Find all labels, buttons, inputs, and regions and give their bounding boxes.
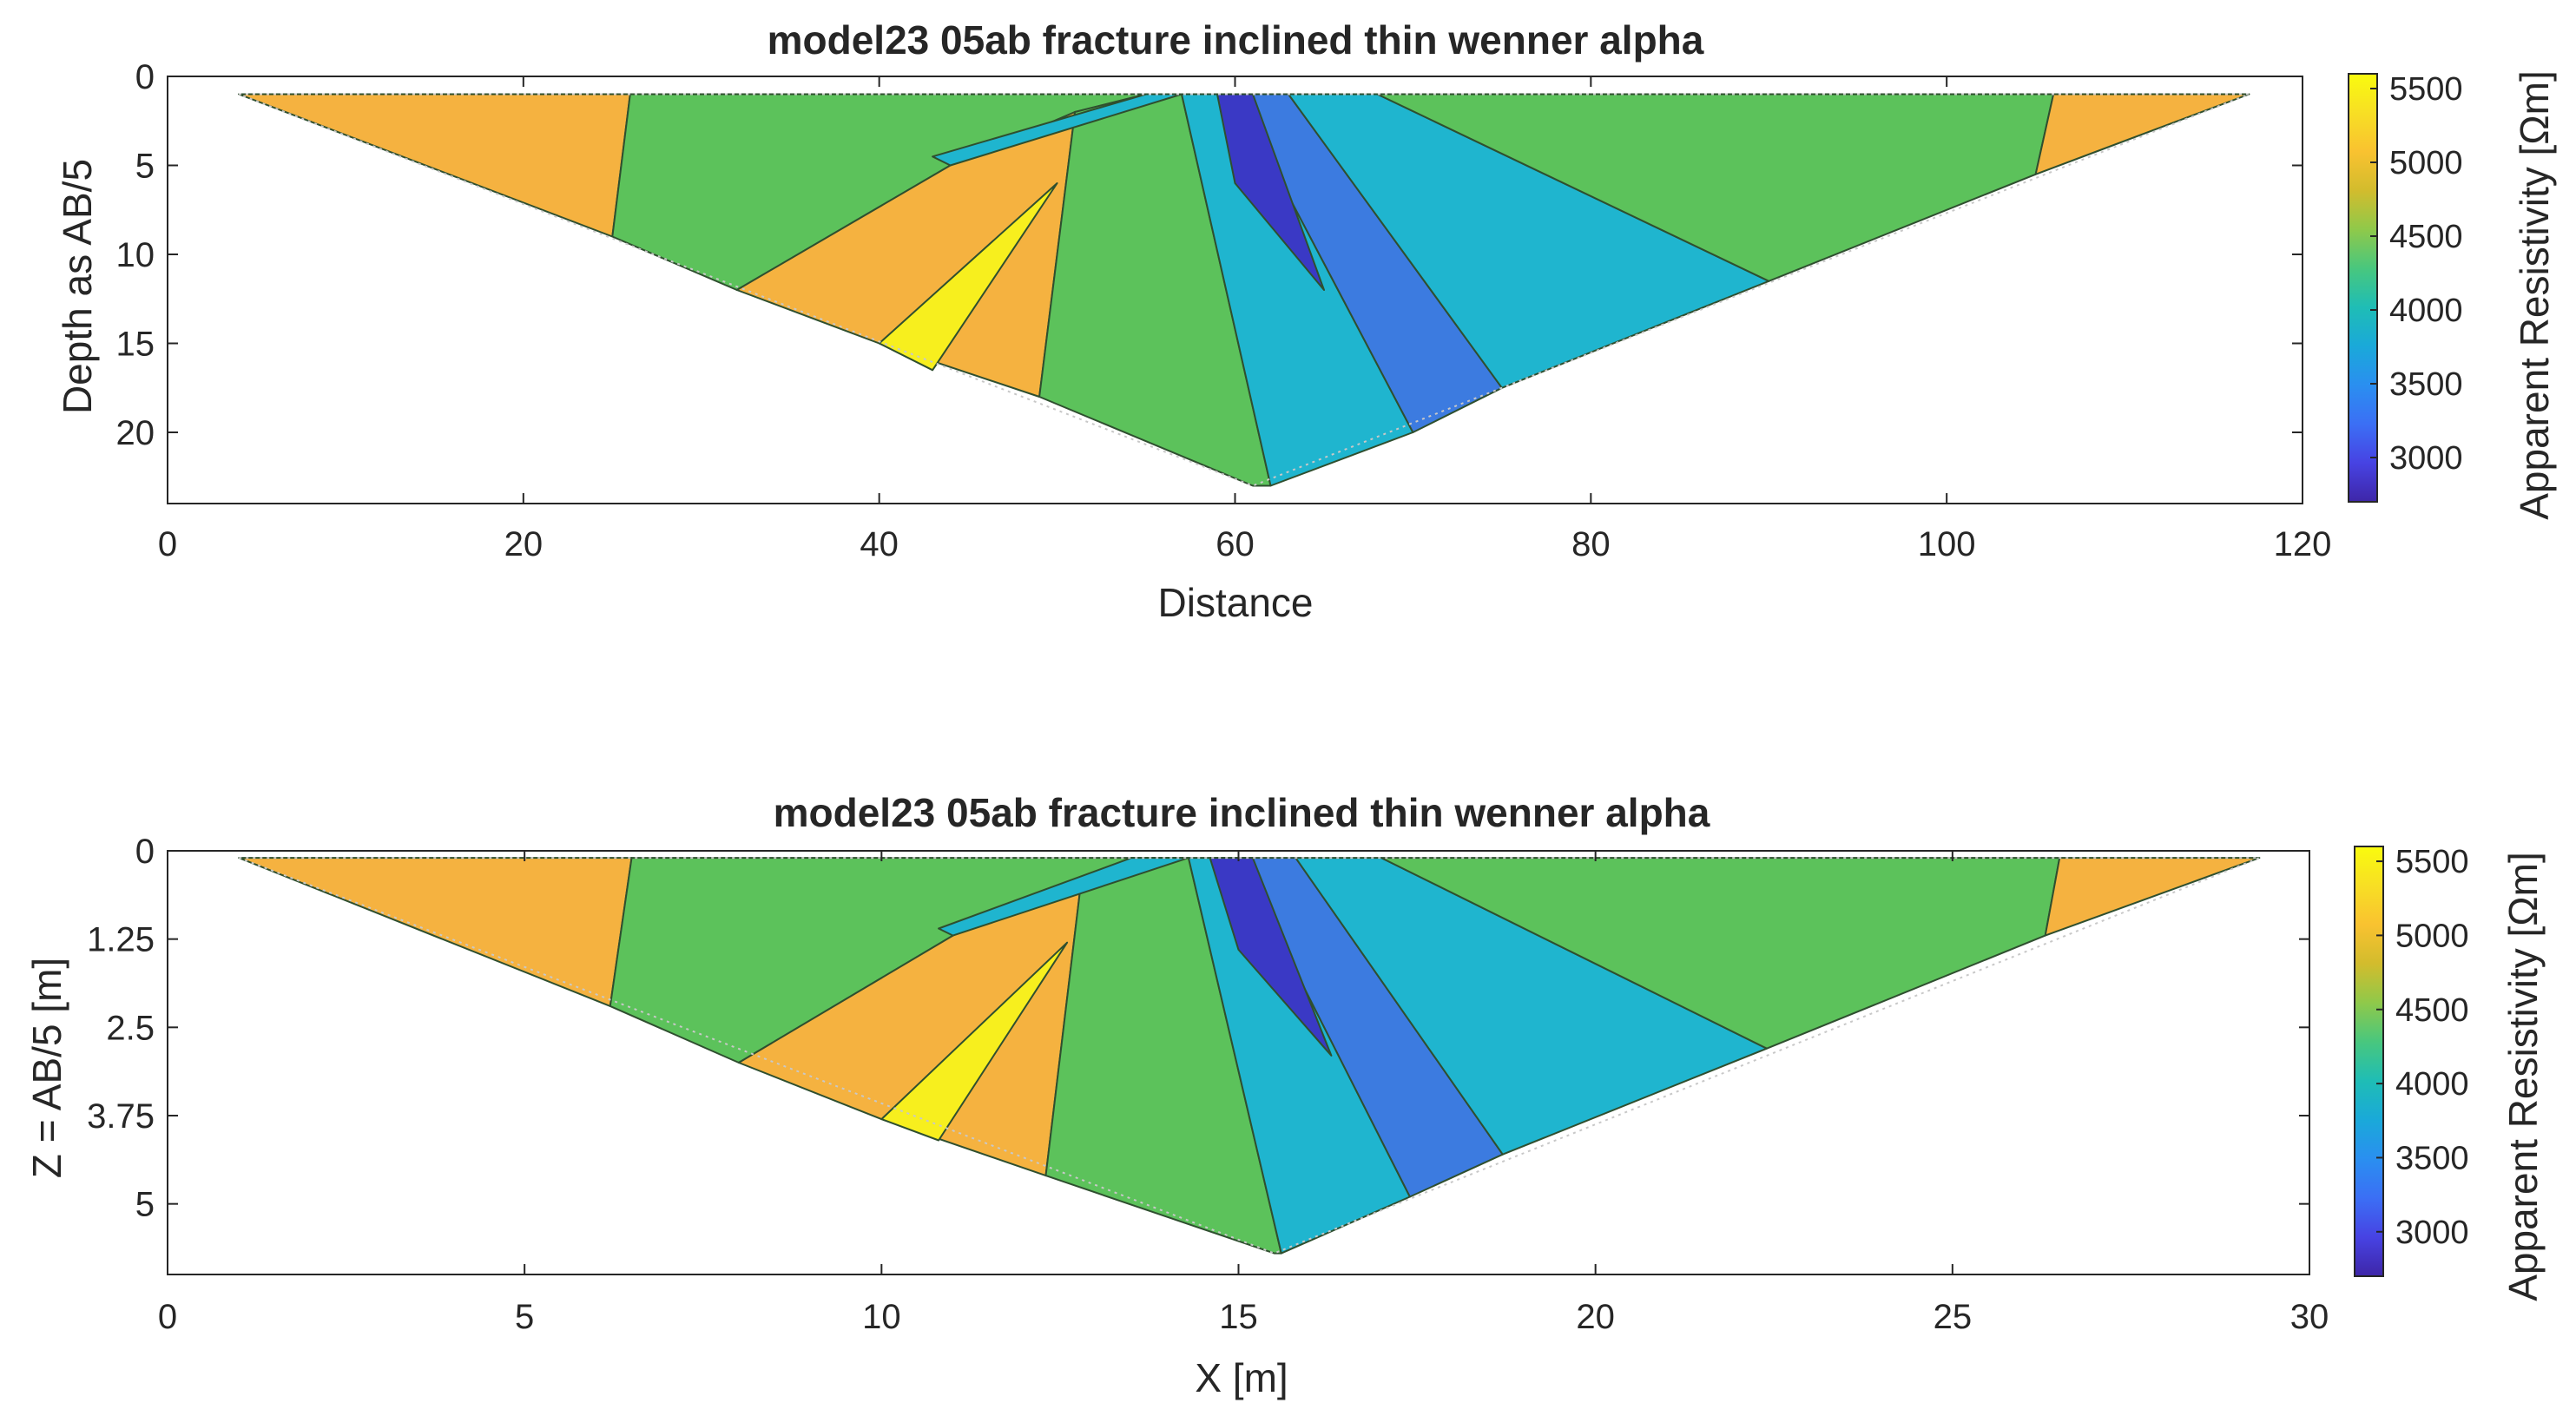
x-tick-label: 20: [504, 525, 544, 563]
colorbar: 3000 3500 4000 4500 5000 5500: [2348, 71, 2463, 503]
pseudosection-outline: [238, 857, 2260, 1255]
y-tick-label: 5: [135, 1186, 155, 1224]
y-tick-label: 5: [135, 148, 155, 186]
y-tick-label: 0: [135, 833, 155, 871]
colorbar-tick-label: 3500: [2395, 1140, 2469, 1176]
y-tick-label: 20: [116, 414, 155, 452]
x-tick-label: 15: [1219, 1298, 1258, 1336]
colorbar-tick-label: 4500: [2395, 992, 2469, 1029]
y-tick-label: 0: [135, 58, 155, 96]
colorbar-tick-label: 5000: [2389, 145, 2463, 181]
x-tick-label: 80: [1571, 525, 1611, 563]
colorbar-tick-label: 3500: [2389, 366, 2463, 403]
y-axis-label: Depth as AB/5: [55, 159, 100, 414]
colorbar-tick-label: 4000: [2389, 293, 2463, 329]
colorbar-label: Apparent Resistivity [Ωm]: [2512, 70, 2557, 520]
chart-top: model23 05ab fracture inclined thin wenn…: [55, 17, 2557, 625]
colorbar: 3000 3500 4000 4500 5000 5500: [2354, 844, 2469, 1277]
x-tick-label: 30: [2290, 1298, 2329, 1336]
x-tick-label: 10: [862, 1298, 901, 1336]
x-axis-label: Distance: [1158, 580, 1314, 625]
x-tick-label: 0: [158, 525, 177, 563]
plot-area: 0 5 10 15 20 25 30 0 1.25 2.5 3.75 5: [87, 833, 2329, 1336]
colorbar-tick-label: 5500: [2395, 844, 2469, 880]
x-tick-label: 0: [158, 1298, 177, 1336]
colorbar-gradient: [2354, 846, 2384, 1277]
colorbar-tick-label: 5000: [2395, 918, 2469, 954]
x-tick-label: 20: [1576, 1298, 1615, 1336]
colorbar-tick-label: 4000: [2395, 1066, 2469, 1103]
x-tick-label: 25: [1934, 1298, 1973, 1336]
chart-bottom: model23 05ab fracture inclined thin wenn…: [24, 790, 2546, 1400]
y-tick-label: 10: [116, 236, 155, 274]
y-tick-label: 2.5: [106, 1009, 155, 1047]
colorbar-tick-label: 5500: [2389, 71, 2463, 108]
x-axis-label: X [m]: [1195, 1355, 1288, 1400]
y-axis-label: Z = AB/5 [m]: [24, 958, 69, 1178]
x-tick-label: 100: [1918, 525, 1976, 563]
x-tick-label: 40: [860, 525, 899, 563]
contour-region-5000: [2044, 857, 2261, 937]
contour-region-4000: [938, 857, 1189, 937]
colorbar-tick-label: 3000: [2389, 440, 2463, 477]
colorbar-tick-label: 4500: [2389, 219, 2463, 255]
x-tick-label: 120: [2274, 525, 2332, 563]
colorbar-gradient: [2348, 73, 2378, 503]
x-tick-label: 5: [515, 1298, 534, 1336]
contour-region-5500: [878, 182, 1058, 372]
y-tick-label: 15: [116, 326, 155, 364]
contour-region-5500: [880, 941, 1069, 1142]
chart-title: model23 05ab fracture inclined thin wenn…: [768, 17, 1704, 63]
colorbar-label: Apparent Resistivity [Ωm]: [2500, 852, 2546, 1301]
y-tick-label: 1.25: [87, 921, 155, 959]
y-tick-label: 3.75: [87, 1097, 155, 1136]
chart-title: model23 05ab fracture inclined thin wenn…: [774, 790, 1710, 835]
x-tick-label: 60: [1216, 525, 1255, 563]
colorbar-tick-label: 3000: [2395, 1215, 2469, 1251]
plot-area: 0 20 40 60 80 100 120 0 5 10 15 20: [116, 58, 2332, 563]
contour-region-4000: [932, 93, 1183, 167]
